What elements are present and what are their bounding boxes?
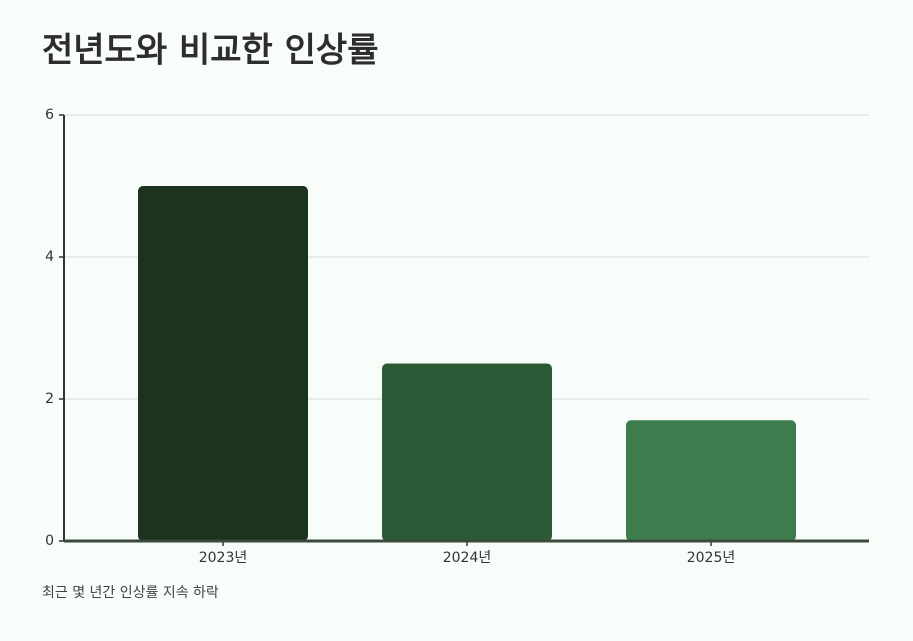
x-tick-label: 2025년 [687, 550, 736, 566]
x-tick-label: 2024년 [443, 550, 492, 566]
caption: 최근 몇 년간 인상률 지속 하락 [42, 585, 219, 601]
bar [382, 363, 552, 541]
chart-title: 전년도와 비교한 인상률 [42, 31, 378, 71]
bar [138, 186, 308, 541]
x-tick-label: 2023년 [199, 550, 248, 566]
y-tick-label: 0 [45, 533, 54, 549]
y-tick-label: 6 [45, 107, 54, 123]
y-tick-label: 2 [45, 391, 54, 407]
y-tick-label: 4 [45, 249, 54, 265]
bar [626, 420, 796, 541]
